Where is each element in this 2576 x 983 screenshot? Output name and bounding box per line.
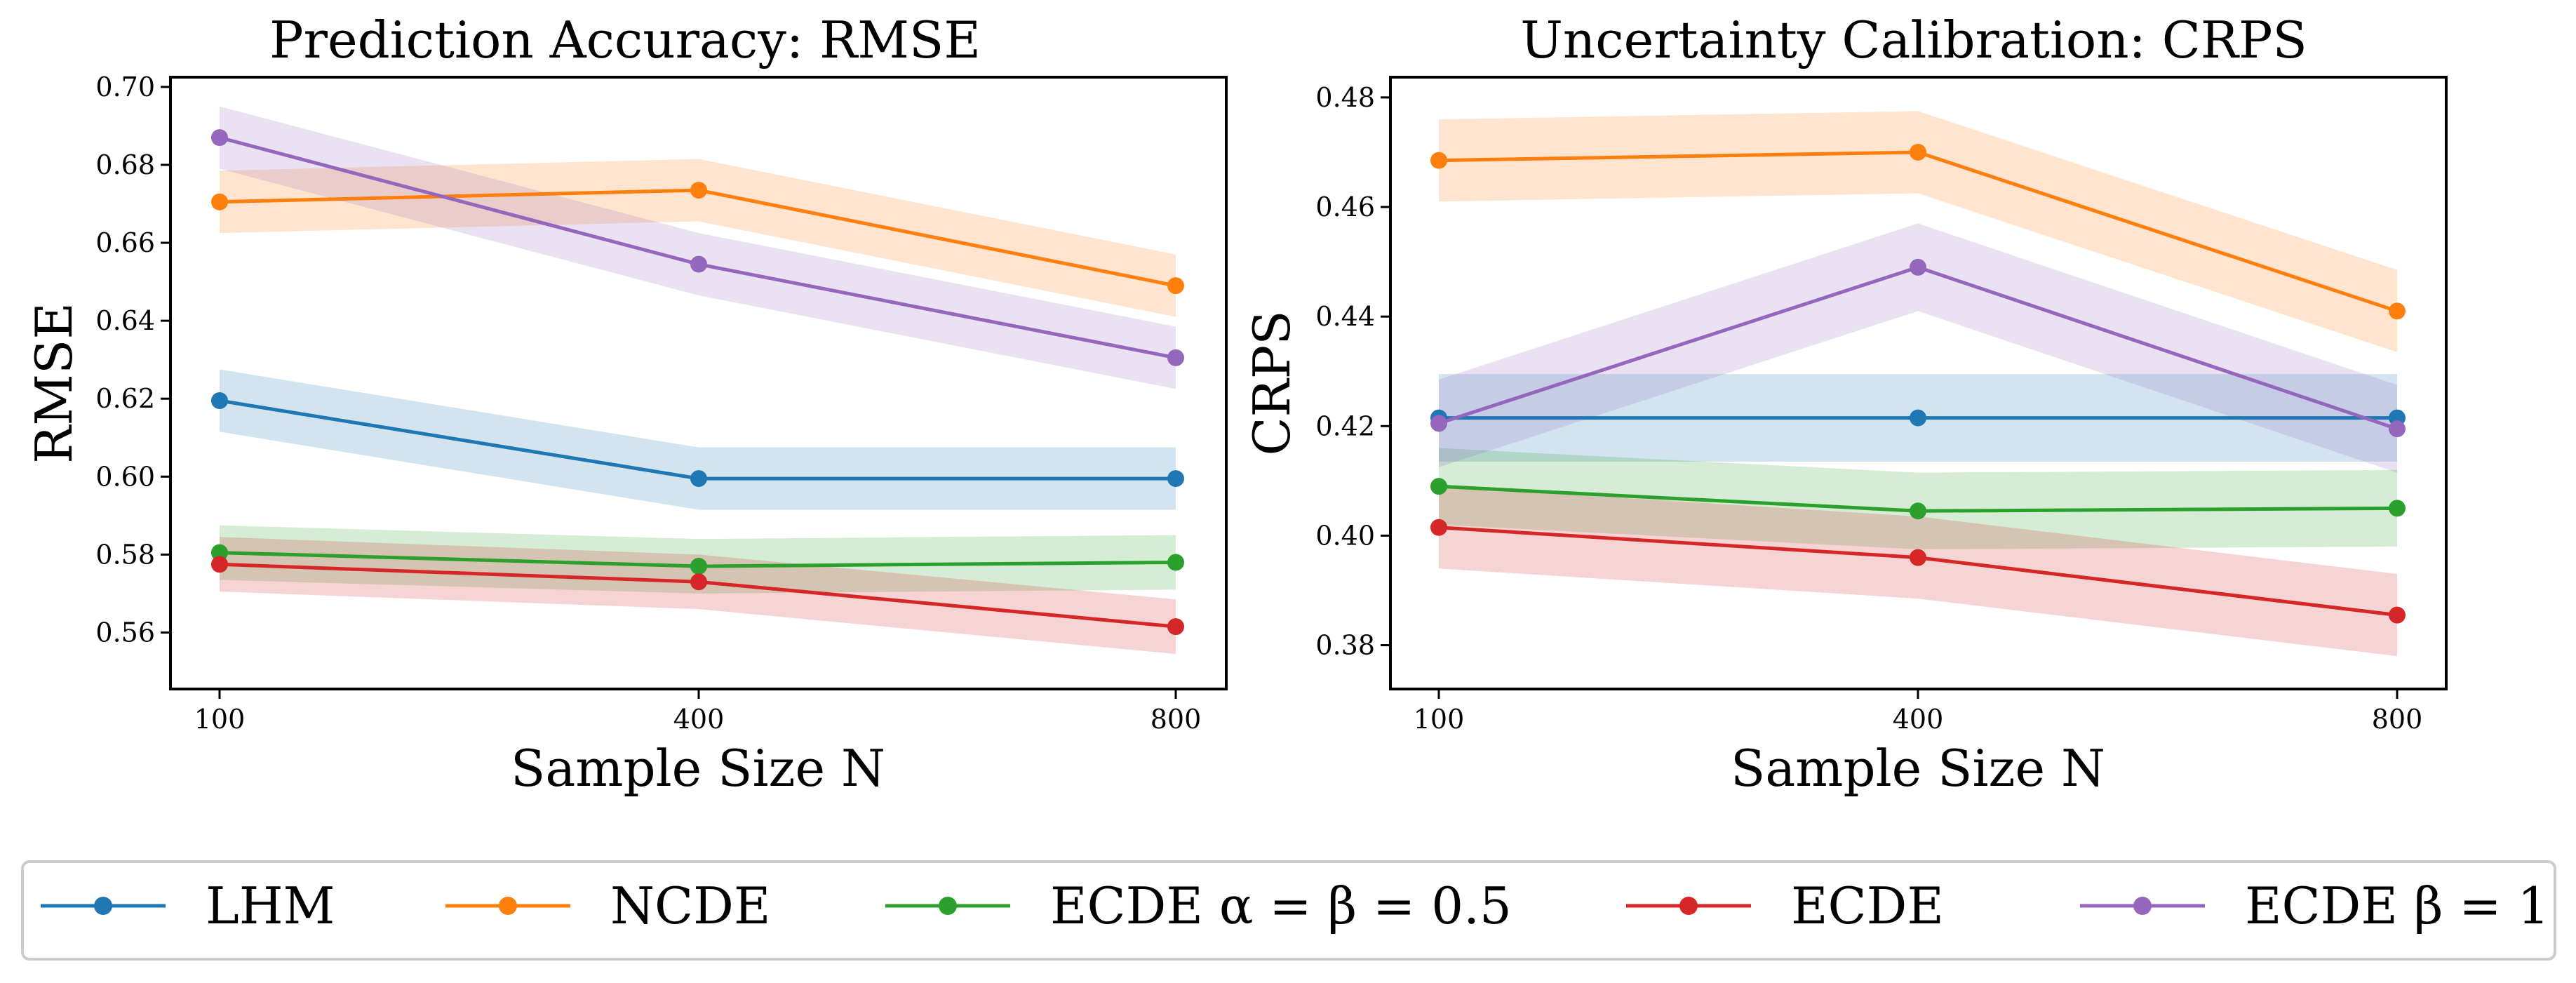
crps-point-ecde-100 [1430, 519, 1447, 536]
rmse-point-lhm-400 [690, 470, 707, 488]
rmse-point-ecde-800 [1167, 618, 1184, 636]
rmse-point-ecde-0-5-800 [1167, 554, 1184, 571]
rmse-y-tick-label: 0.68 [95, 149, 155, 180]
crps-x-axis-label: Sample Size N [1731, 739, 2105, 798]
rmse-chart-title: Prediction Accuracy: RMSE [269, 11, 981, 69]
legend-label-lhm: LHM [206, 876, 335, 935]
legend-marker-ecde [1679, 897, 1698, 915]
rmse-point-lhm-100 [211, 392, 228, 409]
rmse-y-axis-label: RMSE [25, 302, 83, 464]
crps-band-ecde [1439, 486, 2397, 657]
rmse-band-ncde [220, 159, 1176, 317]
crps-point-ncde-800 [2389, 302, 2406, 320]
rmse-point-ecde-0-5-400 [690, 558, 707, 575]
legend-marker-ecde-0-5 [939, 897, 957, 915]
crps-point-ecde-0-5-400 [1910, 502, 1926, 520]
rmse-band-ecde [220, 537, 1176, 655]
rmse-y-tick-label: 0.66 [95, 227, 155, 258]
legend-label-ecde-1: ECDE β = 1 [2245, 876, 2549, 935]
crps-point-ecde-1-400 [1910, 258, 1926, 276]
rmse-band-ecde-1 [220, 106, 1176, 389]
rmse-point-ecde-100 [211, 556, 228, 573]
rmse-x-tick-label: 100 [194, 704, 246, 735]
crps-y-tick-label: 0.48 [1315, 82, 1375, 113]
crps-point-lhm-400 [1910, 409, 1926, 427]
rmse-point-ncde-800 [1167, 277, 1184, 295]
rmse-y-tick-label: 0.70 [95, 72, 155, 102]
crps-point-ncde-100 [1430, 152, 1447, 169]
crps-y-tick-label: 0.46 [1315, 192, 1375, 222]
crps-point-ncde-400 [1910, 143, 1926, 161]
crps-y-tick-label: 0.38 [1315, 630, 1375, 661]
rmse-point-ncde-100 [211, 193, 228, 210]
crps-panel: Uncertainty Calibration: CRPS Sample Siz… [1242, 11, 2448, 798]
rmse-point-ecde-1-400 [690, 255, 707, 273]
legend-marker-lhm [94, 897, 112, 915]
rmse-band-lhm [220, 369, 1176, 510]
rmse-ticks: 0.56 0.58 0.60 0.62 0.64 0.66 0.68 0.70 100 400 80… [95, 72, 1201, 735]
rmse-x-tick-label: 800 [1151, 704, 1202, 735]
legend-label-ecde-0-5: ECDE α = β = 0.5 [1050, 876, 1512, 935]
rmse-x-tick-label: 400 [673, 704, 725, 735]
rmse-panel: Prediction Accuracy: RMSE Sample Size N … [25, 11, 1228, 798]
legend-marker-ecde-1 [2133, 897, 2152, 915]
legend-box [21, 860, 2556, 961]
crps-y-axis-label: CRPS [1242, 310, 1301, 455]
crps-x-tick-label: 100 [1414, 704, 1465, 735]
crps-y-tick-label: 0.42 [1315, 410, 1375, 441]
rmse-point-ecde-1-100 [211, 129, 228, 147]
rmse-point-ecde-0-5-100 [211, 544, 228, 561]
crps-plot-area [1430, 111, 2406, 657]
crps-band-ecde-0-5 [1439, 448, 2397, 549]
rmse-point-ecde-1-800 [1167, 349, 1184, 366]
rmse-y-tick-label: 0.60 [95, 461, 155, 492]
crps-x-tick-label: 800 [2372, 704, 2423, 735]
crps-point-ecde-800 [2389, 606, 2406, 624]
crps-point-ecde-400 [1910, 549, 1926, 566]
crps-point-ecde-0-5-100 [1430, 478, 1447, 495]
crps-point-ecde-1-100 [1430, 415, 1447, 432]
rmse-y-tick-label: 0.64 [95, 305, 155, 336]
crps-y-tick-label: 0.40 [1315, 520, 1375, 551]
crps-ticks: 0.38 0.40 0.42 0.44 0.46 0.48 100 400 800 [1315, 82, 2422, 735]
rmse-y-tick-label: 0.62 [95, 383, 155, 414]
crps-point-ecde-1-800 [2389, 420, 2406, 438]
rmse-point-lhm-800 [1167, 470, 1184, 488]
crps-x-tick-label: 400 [1893, 704, 1944, 735]
rmse-point-ncde-400 [690, 182, 707, 199]
legend-marker-ncde [499, 897, 517, 915]
rmse-y-tick-label: 0.56 [95, 617, 155, 648]
crps-point-ecde-0-5-800 [2389, 500, 2406, 517]
legend-label-ecde: ECDE [1791, 876, 1944, 935]
legend-entries: LHM NCDE ECDE α = β = 0.5 ECDE ECDE β = 1 [41, 876, 2549, 935]
crps-band-ncde [1439, 111, 2397, 352]
rmse-point-ecde-400 [690, 573, 707, 591]
legend-label-ncde: NCDE [610, 876, 770, 935]
crps-chart-title: Uncertainty Calibration: CRPS [1520, 11, 2307, 69]
rmse-y-tick-label: 0.58 [95, 539, 155, 570]
rmse-x-axis-label: Sample Size N [511, 739, 885, 798]
crps-y-tick-label: 0.44 [1315, 301, 1375, 332]
legend: LHM NCDE ECDE α = β = 0.5 ECDE ECDE β = 1 [21, 860, 2556, 961]
rmse-plot-area [211, 106, 1184, 655]
